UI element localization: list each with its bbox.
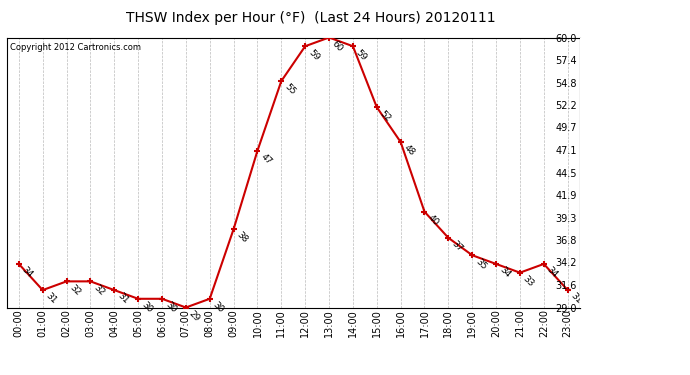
Text: 30: 30 [211, 300, 226, 315]
Text: 52: 52 [378, 109, 393, 123]
Text: 34: 34 [20, 266, 34, 280]
Text: 40: 40 [426, 213, 440, 228]
Text: 33: 33 [522, 274, 536, 288]
Text: 31: 31 [44, 291, 59, 306]
Text: 38: 38 [235, 231, 250, 245]
Text: 34: 34 [545, 266, 560, 280]
Text: 59: 59 [354, 48, 368, 62]
Text: 59: 59 [306, 48, 321, 62]
Text: 31: 31 [116, 291, 130, 306]
Text: 31: 31 [569, 291, 584, 306]
Text: 55: 55 [283, 82, 297, 97]
Text: 48: 48 [402, 143, 417, 158]
Text: 30: 30 [164, 300, 178, 315]
Text: 34: 34 [497, 266, 512, 280]
Text: 30: 30 [139, 300, 154, 315]
Text: 37: 37 [450, 239, 464, 254]
Text: 29: 29 [187, 309, 201, 323]
Text: Copyright 2012 Cartronics.com: Copyright 2012 Cartronics.com [10, 43, 141, 52]
Text: 60: 60 [331, 39, 345, 53]
Text: 47: 47 [259, 152, 273, 166]
Text: 35: 35 [473, 256, 488, 271]
Text: 32: 32 [92, 283, 106, 297]
Text: THSW Index per Hour (°F)  (Last 24 Hours) 20120111: THSW Index per Hour (°F) (Last 24 Hours)… [126, 11, 495, 25]
Text: 32: 32 [68, 283, 82, 297]
